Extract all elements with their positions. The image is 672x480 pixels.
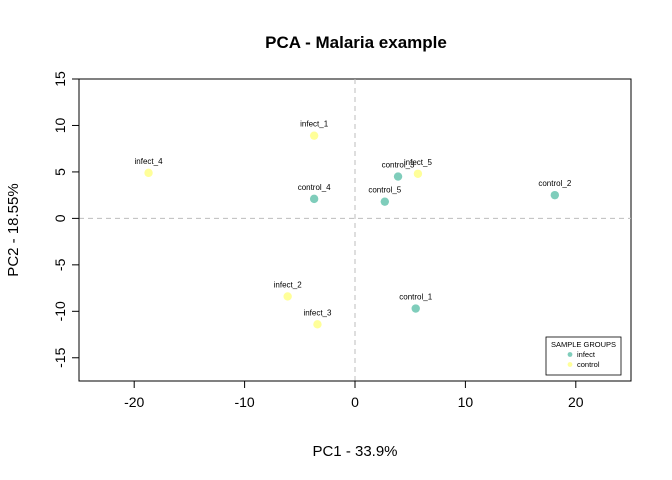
chart-title: PCA - Malaria example bbox=[265, 33, 447, 52]
x-tick-label: 20 bbox=[568, 394, 584, 410]
legend-marker-infect bbox=[567, 352, 573, 357]
legend-title: SAMPLE GROUPS bbox=[551, 340, 616, 349]
legend-marker-control bbox=[567, 362, 573, 367]
data-point-control_2 bbox=[550, 190, 560, 200]
point-label-infect_2: infect_2 bbox=[274, 280, 303, 289]
x-tick-label: 0 bbox=[351, 394, 359, 410]
data-point-infect_3 bbox=[313, 320, 322, 329]
y-axis: -15 -10 -5 0 5 10 15 bbox=[52, 71, 80, 368]
y-tick-label: 5 bbox=[52, 168, 68, 176]
y-tick-label: 10 bbox=[52, 117, 68, 133]
point-label-control_5: control_5 bbox=[368, 186, 401, 195]
data-point-infect_5 bbox=[413, 169, 423, 178]
data-point-control_3 bbox=[393, 172, 403, 181]
point-label-control_4: control_4 bbox=[298, 183, 331, 192]
point-labels: infect_1 infect_4 control_3infect_5control… bbox=[135, 120, 572, 318]
point-label-control_2: control_2 bbox=[538, 179, 571, 188]
x-axis-title: PC1 - 33.9% bbox=[312, 443, 397, 460]
y-axis-title: PC2 - 18.55% bbox=[5, 183, 22, 276]
legend-label-infect: infect bbox=[577, 350, 596, 359]
data-points bbox=[144, 131, 560, 329]
x-axis: -20 -10 0 10 20 bbox=[124, 380, 584, 410]
x-tick-label: -20 bbox=[124, 394, 144, 410]
reference-lines bbox=[79, 79, 631, 381]
legend-label-control: control bbox=[577, 360, 600, 369]
y-tick-label: 0 bbox=[52, 214, 68, 222]
data-point-infect_1 bbox=[309, 131, 319, 140]
legend-box bbox=[545, 336, 622, 376]
point-label-infect_5: infect_5 bbox=[404, 158, 433, 167]
data-point-control_1 bbox=[411, 304, 420, 313]
data-point-infect_4 bbox=[144, 168, 153, 178]
y-tick-label: -10 bbox=[52, 301, 68, 321]
point-label-control_1: control_1 bbox=[399, 293, 432, 302]
y-tick-label: -5 bbox=[52, 258, 68, 271]
point-label-infect_3: infect_3 bbox=[303, 308, 332, 317]
x-tick-label: -10 bbox=[234, 394, 254, 410]
x-tick-label: 10 bbox=[458, 394, 474, 410]
y-tick-label: -15 bbox=[52, 347, 68, 367]
point-label-infect_1: infect_1 bbox=[300, 120, 329, 129]
data-point-control_5 bbox=[380, 197, 390, 206]
y-tick-label: 15 bbox=[52, 71, 68, 87]
point-label-control_3: control_3 bbox=[382, 161, 415, 170]
data-point-control_4 bbox=[309, 194, 319, 204]
data-point-infect_2 bbox=[283, 292, 292, 301]
point-label-infect_4: infect_4 bbox=[135, 157, 164, 166]
